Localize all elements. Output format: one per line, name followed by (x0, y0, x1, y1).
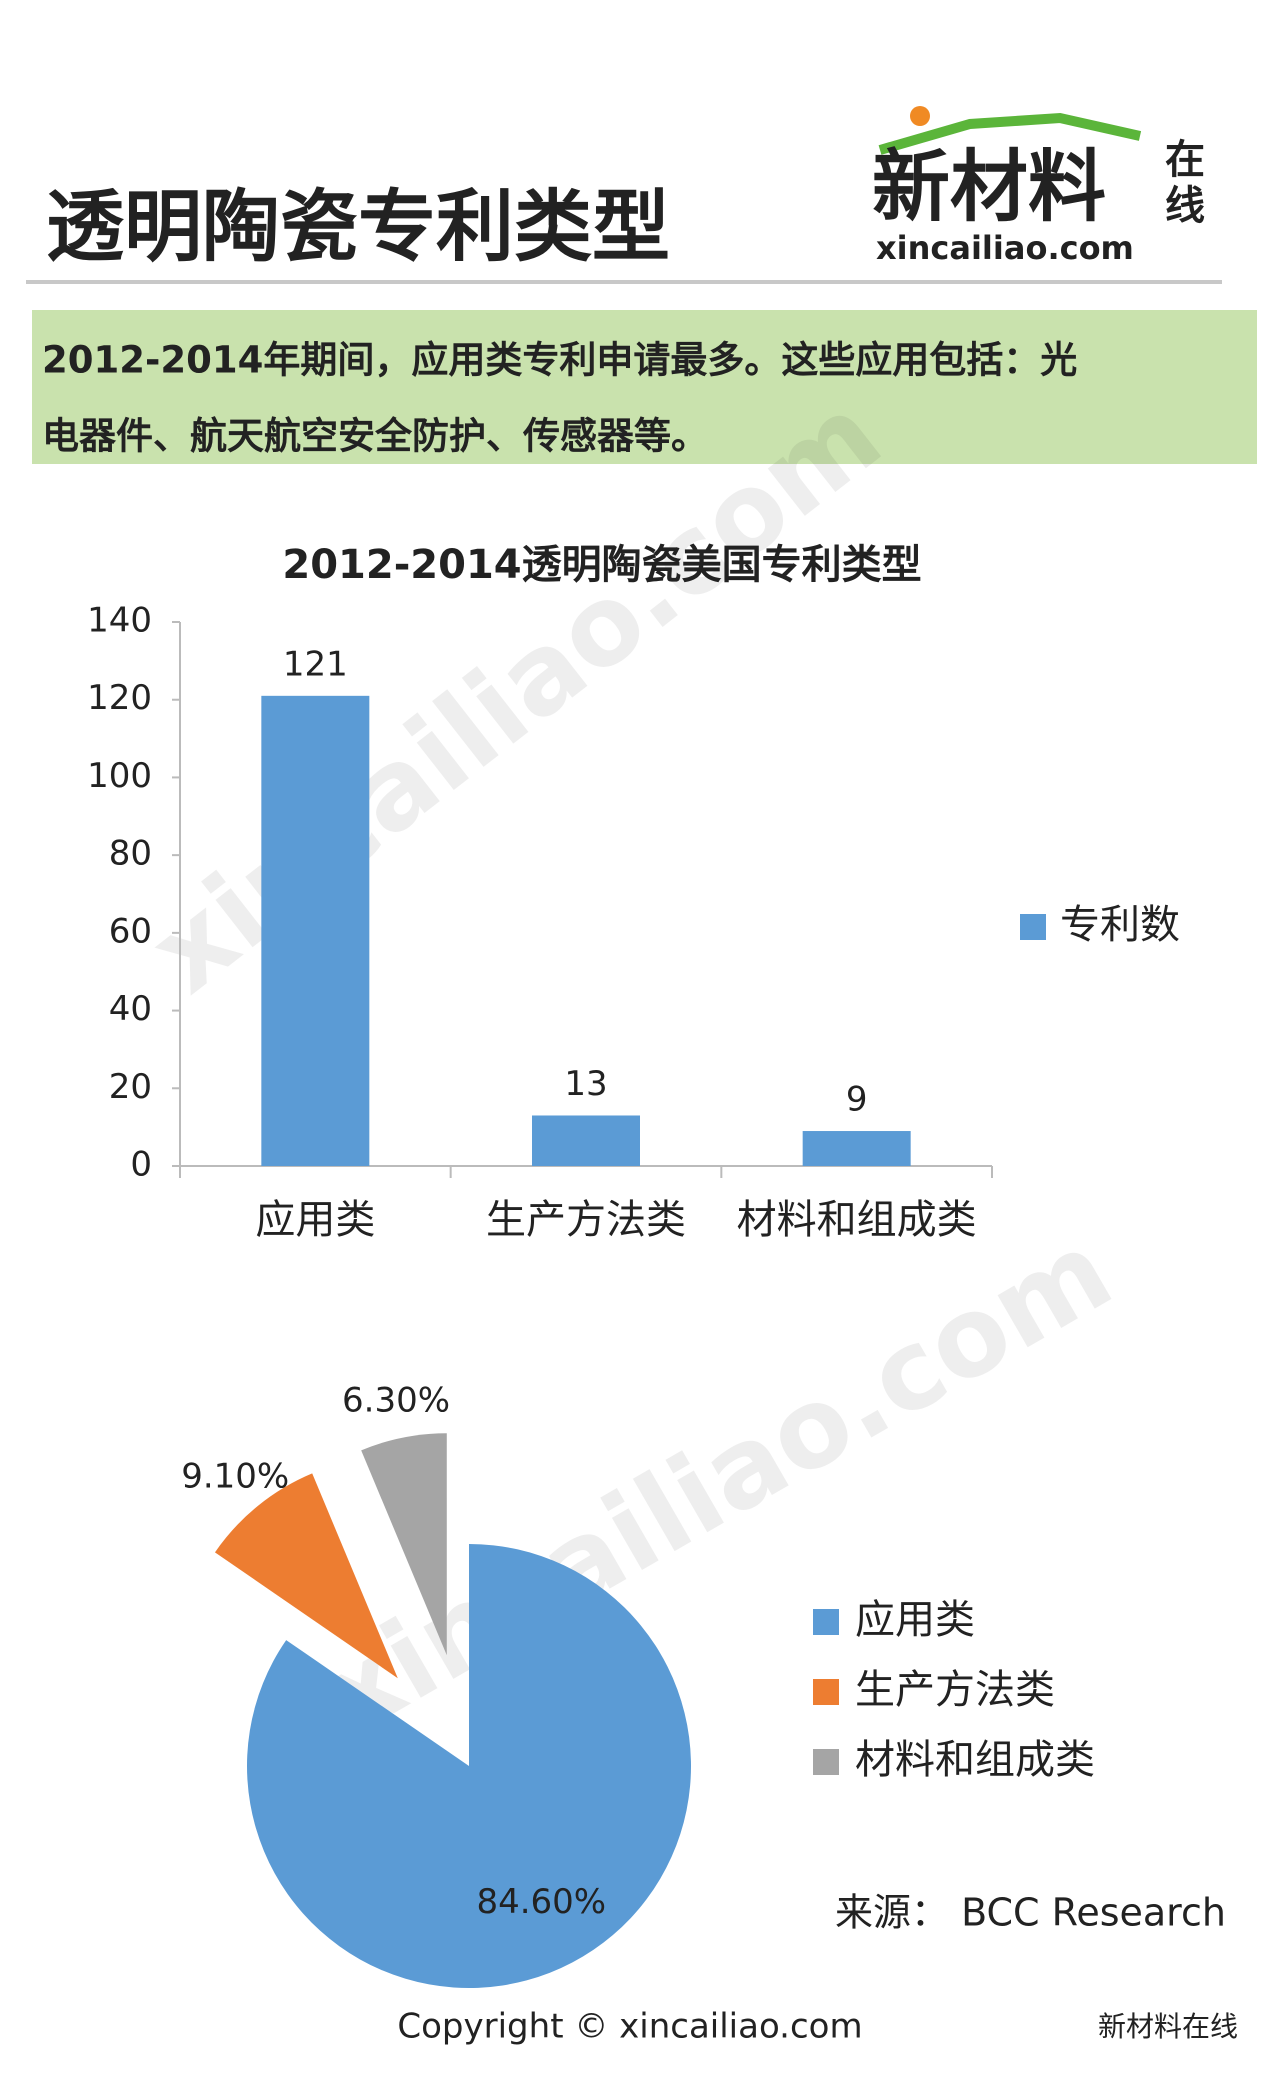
summary-line: 2012-2014年期间，应用类专利申请最多。这些应用包括：光 (42, 339, 1077, 382)
bar (802, 1131, 911, 1166)
logo-text: 新材料 (872, 142, 1106, 232)
wechat-name: 新材料在线 (1098, 2010, 1238, 2043)
legend-swatch (813, 1749, 839, 1775)
data-label: 13 (564, 1064, 607, 1104)
data-label: 121 (283, 644, 348, 684)
y-tick-label: 40 (109, 989, 152, 1029)
bar (261, 695, 370, 1166)
y-tick-label: 120 (87, 678, 152, 718)
pie-slice (214, 1473, 398, 1679)
x-tick-label: 材料和组成类 (737, 1197, 977, 1243)
y-tick-label: 80 (109, 834, 152, 874)
legend-swatch (813, 1679, 839, 1705)
pie-slice (361, 1433, 447, 1656)
summary-box (32, 310, 1257, 464)
page-title: 透明陶瓷专利类型 (46, 182, 670, 272)
data-label: 9 (846, 1080, 868, 1120)
summary-line: 电器件、航天航空安全防护、传感器等。 (42, 415, 708, 458)
x-tick-label: 生产方法类 (486, 1197, 686, 1243)
y-tick-label: 20 (109, 1067, 152, 1107)
legend-label: 生产方法类 (855, 1667, 1055, 1713)
legend-label: 专利数 (1060, 902, 1180, 948)
logo-url: xincailiao.com (876, 229, 1134, 267)
logo-dot (910, 106, 930, 126)
logo-side: 在 (1165, 137, 1205, 183)
x-tick-label: 应用类 (255, 1197, 375, 1243)
source: 来源： BCC Research (835, 1891, 1226, 1935)
data-label: 6.30% (342, 1381, 450, 1421)
y-tick-label: 100 (87, 756, 152, 796)
pie-slice (247, 1544, 692, 1988)
data-label: 9.10% (181, 1456, 289, 1496)
y-tick-label: 60 (109, 911, 152, 951)
legend-swatch (813, 1609, 839, 1635)
logo-side: 线 (1165, 183, 1205, 229)
bar (532, 1115, 640, 1166)
legend-label: 材料和组成类 (855, 1737, 1095, 1783)
logo-roof (878, 112, 1142, 155)
legend-swatch (1020, 914, 1046, 940)
y-tick-label: 0 (130, 1145, 152, 1185)
data-label: 84.60% (476, 1882, 606, 1922)
y-tick-label: 140 (87, 601, 152, 641)
legend-label: 应用类 (855, 1597, 975, 1643)
copyright: Copyright © xincailiao.com (397, 2007, 862, 2047)
chart-title: 2012-2014透明陶瓷美国专利类型 (282, 542, 921, 588)
